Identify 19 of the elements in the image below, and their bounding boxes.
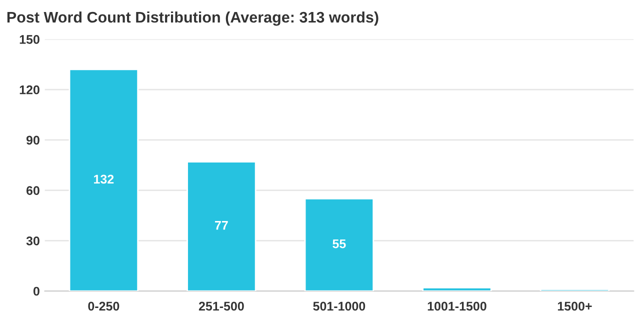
x-tick-label: 0-250 (88, 302, 120, 311)
x-tick-label: 501-1000 (313, 302, 366, 311)
y-tick-label: 60 (26, 186, 40, 195)
x-tick-label: 1001-1500 (428, 302, 486, 311)
bar (304, 198, 374, 292)
x-tick-label: 1500+ (558, 302, 592, 311)
x-tick-label: 251-500 (198, 302, 244, 311)
chart-title: Post Word Count Distribution (Average: 313 words) (7, 11, 378, 26)
y-tick-label: 30 (26, 236, 40, 246)
y-tick-label: 0 (33, 286, 40, 296)
y-tick-label: 120 (20, 85, 40, 94)
data-label: 132 (94, 174, 114, 184)
y-tick-label: 150 (20, 35, 40, 44)
y-tick-label: 90 (26, 136, 40, 145)
bar (186, 161, 256, 292)
bar (68, 68, 139, 292)
bar (422, 286, 492, 292)
data-label: 55 (332, 240, 346, 248)
data-label: 77 (215, 221, 228, 230)
